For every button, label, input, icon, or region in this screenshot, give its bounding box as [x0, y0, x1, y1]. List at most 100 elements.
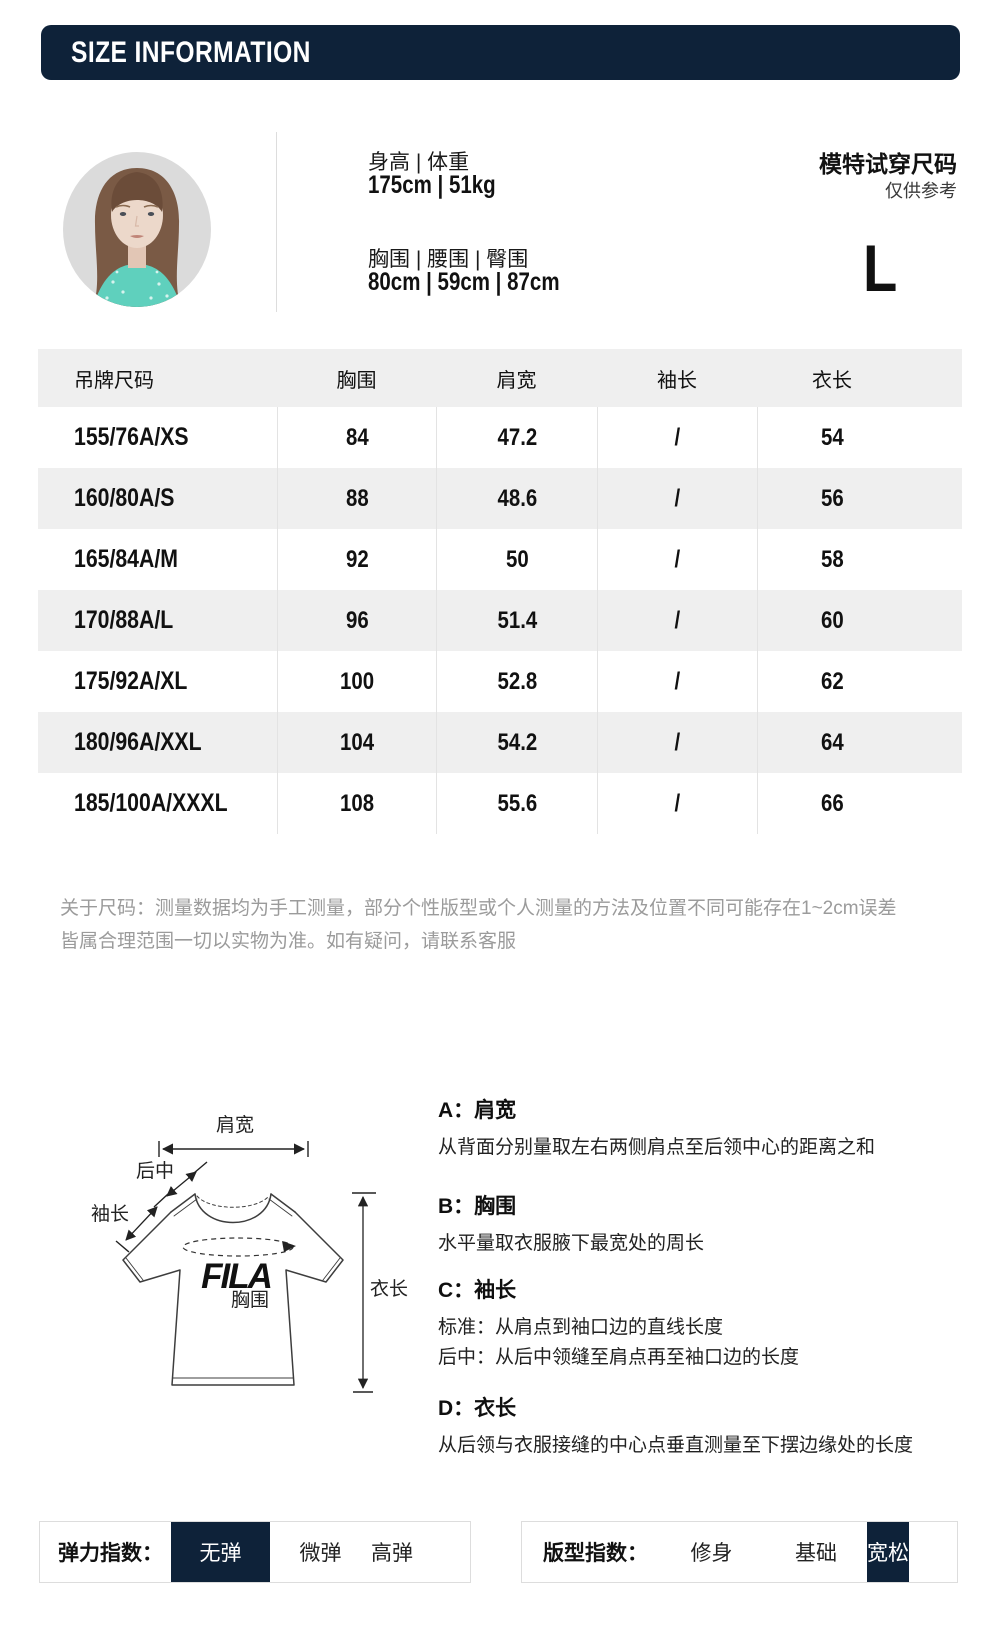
size-note: 关于尺码：测量数据均为手工测量，部分个性版型或个人测量的方法及位置不同可能存在1…	[60, 892, 950, 958]
table-row: 180/96A/XXL 104 54.2 / 64	[38, 712, 962, 773]
cell-size: 175/92A/XL	[74, 667, 188, 695]
cell-length: 64	[757, 712, 962, 773]
table-row: 155/76A/XS 84 47.2 / 54	[38, 407, 962, 468]
chest-label: 胸围	[231, 1289, 269, 1311]
body-measure-value: 80cm | 59cm | 87cm	[368, 268, 560, 296]
table-body: 155/76A/XS 84 47.2 / 54 160/80A/S 88 48.…	[38, 407, 962, 834]
header-cell-length: 衣长	[812, 369, 852, 392]
stats-divider	[276, 132, 277, 312]
elasticity-option-high: 高弹	[371, 1542, 413, 1565]
guide-section-a: A：肩宽 从背面分别量取左右两侧肩点至后领中心的距离之和	[438, 1094, 918, 1163]
cell-size: 165/84A/M	[74, 545, 178, 573]
elasticity-label: 弹力指数：	[58, 1542, 163, 1565]
tshirt-outline	[122, 1193, 344, 1386]
header-cell-shoulder: 肩宽	[496, 369, 537, 392]
header-cell-size: 吊牌尺码	[74, 369, 154, 392]
guide-section-b: B：胸围 水平量取衣服腋下最宽处的周长	[438, 1190, 918, 1259]
cell-size: 160/80A/S	[74, 484, 175, 512]
cell-sleeve: /	[597, 712, 757, 773]
cell-chest: 100	[277, 651, 436, 712]
fit-option-loose: 宽松	[867, 1522, 909, 1582]
cell-sleeve: /	[597, 529, 757, 590]
cell-size: 170/88A/L	[74, 606, 174, 634]
cell-length: 66	[757, 773, 962, 834]
cell-length: 60	[757, 590, 962, 651]
guide-line: 后中：从后中领缝至肩点再至袖口边的长度	[438, 1347, 800, 1368]
guide-line: 标准：从肩点到袖口边的直线长度	[438, 1317, 724, 1338]
fit-option-slim: 修身	[690, 1542, 733, 1565]
cell-size: 155/76A/XS	[74, 423, 189, 451]
guide-title-d: D：衣长	[438, 1397, 517, 1420]
cell-chest: 108	[277, 773, 436, 834]
cell-length: 56	[757, 468, 962, 529]
guide-section-d: D：衣长 从后领与衣服接缝的中心点垂直测量至下摆边缘处的长度	[438, 1392, 918, 1461]
height-weight-label: 身高 | 体重	[368, 151, 470, 174]
size-note-line2: 皆属合理范围一切以实物为准。如有疑问，请联系客服	[60, 931, 517, 952]
cell-sleeve: /	[597, 651, 757, 712]
cell-shoulder: 48.6	[436, 468, 597, 529]
chest-measure-ellipse	[182, 1237, 294, 1257]
cell-shoulder: 52.8	[436, 651, 597, 712]
guide-title-a: A：肩宽	[438, 1099, 517, 1122]
size-table: 吊牌尺码 胸围 肩宽 袖长 衣长 155/76A/XS 84 47.2 / 54…	[38, 349, 962, 834]
shoulder-width-label: 肩宽	[216, 1114, 254, 1136]
guide-line: 水平量取衣服腋下最宽处的周长	[438, 1233, 705, 1254]
tshirt-diagram: 肩宽 后中 袖长 衣长	[91, 1114, 408, 1393]
cell-chest: 88	[277, 468, 436, 529]
size-note-line1: 关于尺码：测量数据均为手工测量，部分个性版型或个人测量的方法及位置不同可能存在1…	[60, 898, 897, 919]
model-avatar	[63, 152, 211, 307]
sleeve-length-arrow	[125, 1206, 158, 1241]
table-row: 165/84A/M 92 50 / 58	[38, 529, 962, 590]
cell-sleeve: /	[597, 773, 757, 834]
cell-sleeve: /	[597, 468, 757, 529]
cell-chest: 96	[277, 590, 436, 651]
tryon-note: 仅供参考	[885, 181, 957, 201]
table-header-row: 吊牌尺码 胸围 肩宽 袖长 衣长	[38, 349, 962, 407]
cell-sleeve: /	[597, 407, 757, 468]
guide-line: 从背面分别量取左右两侧肩点至后领中心的距离之和	[438, 1137, 876, 1158]
table-row: 160/80A/S 88 48.6 / 56	[38, 468, 962, 529]
height-weight-value: 175cm | 51kg	[368, 171, 496, 199]
page-title: SIZE INFORMATION	[71, 35, 311, 69]
fila-logo: FILA	[201, 1257, 271, 1296]
fit-label: 版型指数：	[543, 1542, 648, 1565]
cell-chest: 104	[277, 712, 436, 773]
cell-shoulder: 55.6	[436, 773, 597, 834]
tryon-title: 模特试穿尺码	[819, 151, 957, 177]
cell-sleeve: /	[597, 590, 757, 651]
guide-title-c: C：袖长	[438, 1279, 517, 1302]
table-row: 170/88A/L 96 51.4 / 60	[38, 590, 962, 651]
cell-shoulder: 50	[436, 529, 597, 590]
elasticity-option-none: 无弹	[171, 1522, 270, 1582]
garment-length-label: 衣长	[370, 1278, 408, 1300]
body-measure-label: 胸围 | 腰围 | 臀围	[368, 248, 529, 271]
header-cell-sleeve: 袖长	[657, 369, 697, 392]
table-row: 185/100A/XXXL 108 55.6 / 66	[38, 773, 962, 834]
cell-size: 180/96A/XXL	[74, 728, 202, 756]
elasticity-index-box: 弹力指数： 无弹 微弹 高弹	[39, 1521, 471, 1583]
sleeve-length-label: 袖长	[91, 1203, 129, 1225]
cell-chest: 84	[277, 407, 436, 468]
guide-title-b: B：胸围	[438, 1195, 517, 1218]
chest-arrow	[282, 1241, 296, 1252]
cell-length: 54	[757, 407, 962, 468]
header-cell-chest: 胸围	[336, 369, 377, 392]
back-center-label: 后中	[136, 1160, 174, 1182]
header-bar: SIZE INFORMATION	[41, 25, 960, 80]
cell-length: 62	[757, 651, 962, 712]
tryon-size-badge: L	[863, 231, 898, 305]
guide-section-c: C：袖长 标准：从肩点到袖口边的直线长度 后中：从后中领缝至肩点再至袖口边的长度	[438, 1274, 918, 1373]
fit-option-regular: 基础	[795, 1542, 837, 1565]
cell-size: 185/100A/XXXL	[74, 789, 228, 817]
cell-shoulder: 47.2	[436, 407, 597, 468]
cell-shoulder: 51.4	[436, 590, 597, 651]
cell-shoulder: 54.2	[436, 712, 597, 773]
back-center-arrow	[166, 1171, 197, 1197]
fit-index-box: 版型指数： 修身 基础 宽松	[521, 1521, 958, 1583]
cell-length: 58	[757, 529, 962, 590]
cell-chest: 92	[277, 529, 436, 590]
elasticity-option-slight: 微弹	[299, 1542, 342, 1565]
table-row: 175/92A/XL 100 52.8 / 62	[38, 651, 962, 712]
guide-line: 从后领与衣服接缝的中心点垂直测量至下摆边缘处的长度	[438, 1435, 914, 1456]
